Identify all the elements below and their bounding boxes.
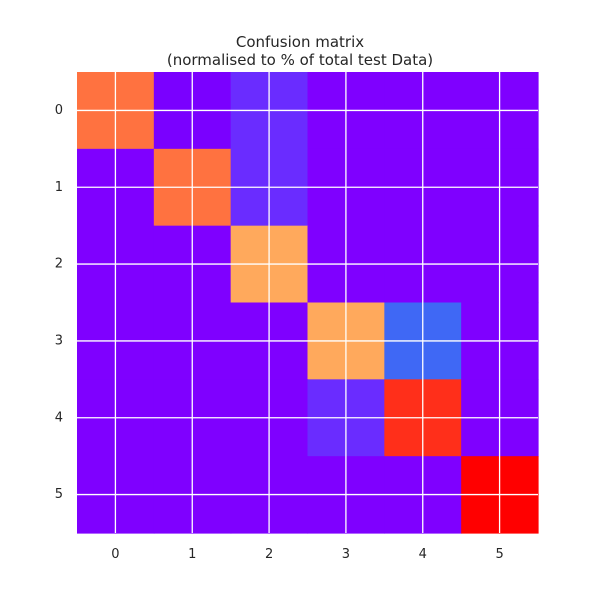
x-tick-label-1: 1: [188, 547, 196, 562]
y-axis: 0 1 2 3 4 5: [55, 103, 63, 502]
y-tick-label-1: 1: [55, 180, 63, 195]
chart-subtitle: (normalised to % of total test Data): [166, 51, 434, 69]
y-tick-label-3: 3: [55, 333, 63, 348]
x-tick-label-0: 0: [111, 547, 119, 562]
y-tick-label-0: 0: [55, 103, 63, 118]
gridlines: [77, 72, 538, 533]
y-tick-label-2: 2: [55, 257, 63, 272]
x-tick-label-2: 2: [265, 547, 273, 562]
x-tick-label-4: 4: [419, 547, 427, 562]
heatmap-cells: [77, 72, 539, 534]
y-tick-label-4: 4: [55, 410, 63, 425]
x-axis: 0 1 2 3 4 5: [111, 547, 503, 562]
chart-title: Confusion matrix: [235, 33, 365, 51]
y-tick-label-5: 5: [55, 487, 63, 502]
x-tick-label-3: 3: [342, 547, 350, 562]
x-tick-label-5: 5: [495, 547, 503, 562]
